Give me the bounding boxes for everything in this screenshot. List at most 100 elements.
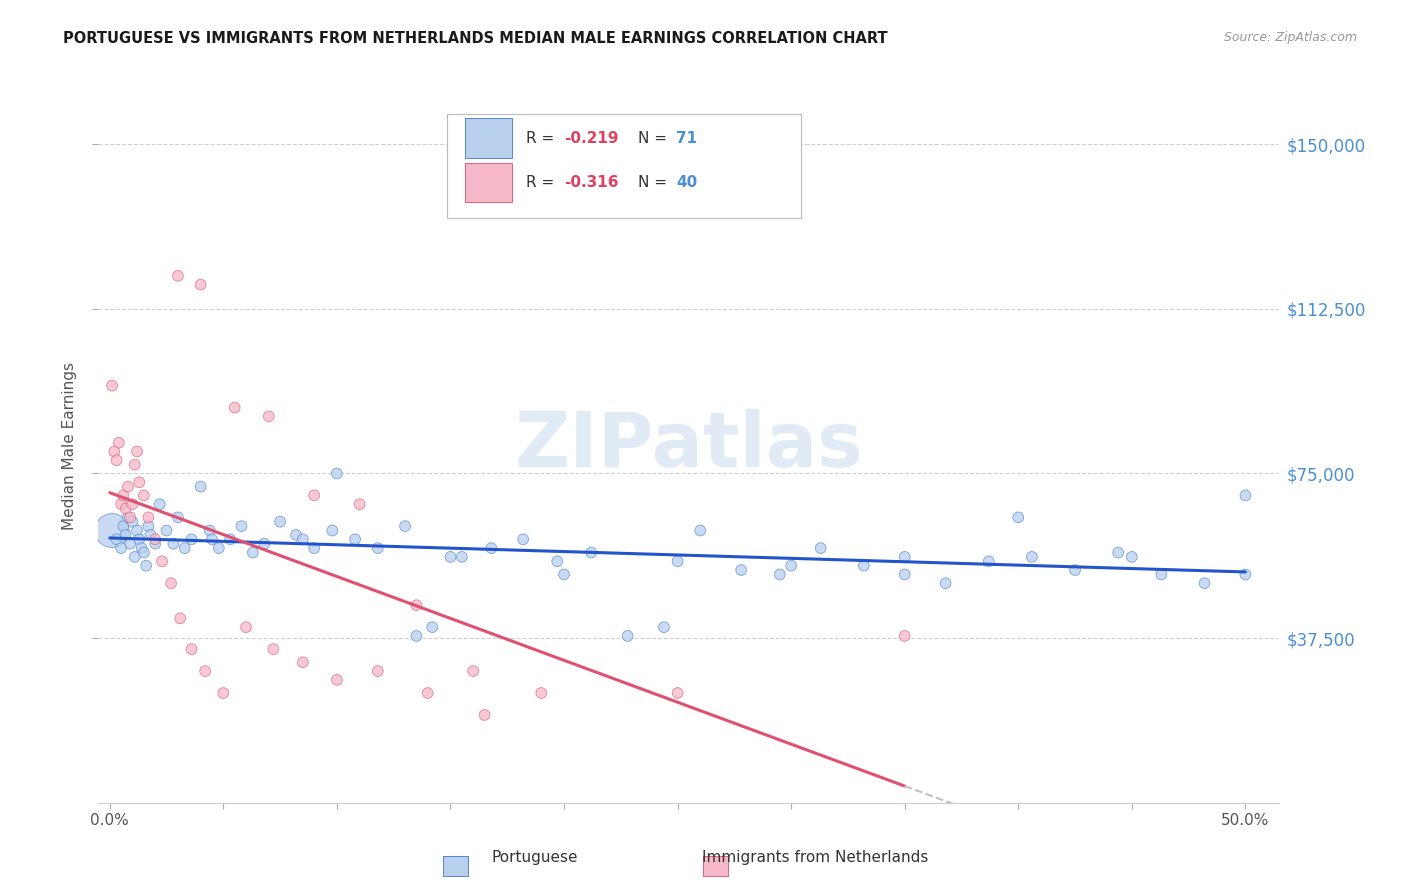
Point [321, 524, 343, 538]
Point [344, 533, 367, 547]
Text: ZIPatlas: ZIPatlas [515, 409, 863, 483]
Point [977, 554, 1000, 568]
Text: R =: R = [526, 130, 560, 145]
Text: -0.316: -0.316 [564, 175, 619, 190]
Point [730, 563, 752, 577]
Point [114, 501, 136, 516]
Point [110, 541, 132, 555]
Point [149, 497, 172, 511]
Point [124, 458, 146, 472]
Point [242, 545, 264, 559]
Point [208, 541, 231, 555]
Point [103, 444, 125, 458]
Point [212, 686, 235, 700]
Point [367, 541, 389, 555]
Point [450, 549, 472, 564]
Point [173, 541, 195, 555]
Point [553, 567, 575, 582]
Point [132, 545, 155, 559]
Point [120, 510, 142, 524]
Point [1021, 549, 1043, 564]
Point [224, 401, 246, 415]
Point [326, 467, 349, 481]
Text: 71: 71 [676, 130, 697, 145]
Text: N =: N = [638, 130, 672, 145]
Point [935, 576, 957, 591]
Point [1150, 567, 1173, 582]
FancyBboxPatch shape [464, 163, 512, 202]
Point [138, 510, 160, 524]
Point [512, 533, 534, 547]
Point [666, 686, 689, 700]
Point [135, 558, 157, 573]
Point [810, 541, 832, 555]
FancyBboxPatch shape [447, 114, 801, 218]
Text: -0.219: -0.219 [564, 130, 619, 145]
FancyBboxPatch shape [464, 119, 512, 158]
Point [302, 488, 325, 502]
Point [112, 519, 135, 533]
Point [190, 277, 212, 292]
Point [117, 510, 139, 524]
Point [101, 524, 124, 538]
Point [405, 598, 427, 612]
Point [231, 519, 253, 533]
Point [108, 435, 131, 450]
Point [105, 533, 128, 547]
Point [893, 567, 915, 582]
Point [1194, 576, 1216, 591]
Point [155, 524, 177, 538]
Point [652, 620, 675, 634]
Point [1234, 488, 1257, 502]
Point [269, 515, 291, 529]
Point [128, 533, 150, 547]
Point [120, 537, 142, 551]
Point [769, 567, 792, 582]
Point [114, 528, 136, 542]
Point [1107, 545, 1129, 559]
Point [132, 488, 155, 502]
Point [143, 537, 166, 551]
Text: PORTUGUESE VS IMMIGRANTS FROM NETHERLANDS MEDIAN MALE EARNINGS CORRELATION CHART: PORTUGUESE VS IMMIGRANTS FROM NETHERLAND… [63, 31, 889, 46]
Point [143, 533, 166, 547]
Point [581, 545, 603, 559]
Point [160, 576, 183, 591]
Point [167, 268, 190, 283]
Point [420, 620, 443, 634]
Point [235, 620, 257, 634]
Point [893, 549, 915, 564]
Point [666, 554, 689, 568]
Text: Portuguese: Portuguese [491, 850, 578, 865]
Point [139, 528, 162, 542]
Point [474, 708, 496, 723]
Point [150, 554, 173, 568]
Text: 40: 40 [676, 175, 697, 190]
Text: R =: R = [526, 175, 560, 190]
Point [162, 537, 184, 551]
Point [546, 554, 568, 568]
Point [101, 378, 124, 392]
Text: N =: N = [638, 175, 672, 190]
Point [128, 475, 150, 490]
Point [689, 524, 711, 538]
Point [302, 541, 325, 555]
Point [253, 537, 276, 551]
Point [257, 409, 280, 424]
Point [405, 629, 427, 643]
Point [110, 497, 132, 511]
Point [112, 488, 135, 502]
Point [893, 629, 915, 643]
Point [180, 642, 202, 657]
Point [852, 558, 875, 573]
Point [201, 533, 224, 547]
Point [349, 497, 371, 511]
Y-axis label: Median Male Earnings: Median Male Earnings [62, 362, 77, 530]
Point [124, 549, 146, 564]
Point [194, 664, 217, 678]
Point [121, 515, 143, 529]
Point [180, 533, 202, 547]
Point [285, 528, 308, 542]
Point [439, 549, 461, 564]
Point [131, 541, 153, 555]
Point [198, 524, 221, 538]
